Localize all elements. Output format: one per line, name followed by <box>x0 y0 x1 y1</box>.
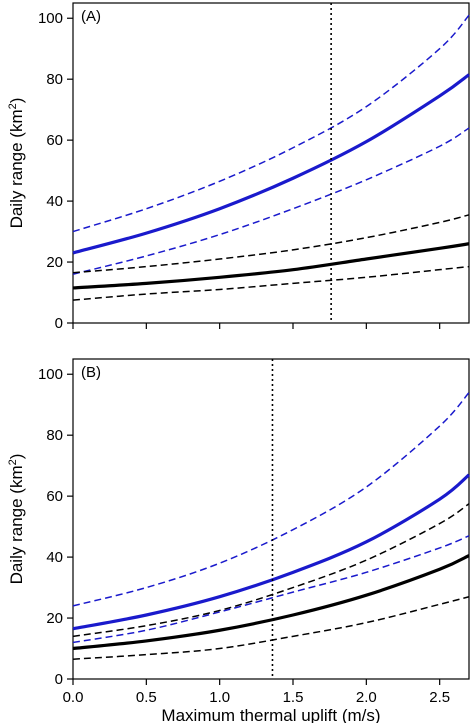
panel-b-series-ci-line <box>72 535 470 644</box>
panel-a-y-tick-label: 80 <box>46 71 63 88</box>
panel-b-series-fit-line <box>72 554 470 651</box>
panel-b-y-tick-label: 0 <box>55 671 63 688</box>
panel-b-y-tick-label: 60 <box>46 488 63 505</box>
panel-a-y-tick-label: 60 <box>46 132 63 149</box>
panel-b: (B) Daily range (km2) 0 20 40 60 80 100 0.0 0.5… <box>7 358 471 723</box>
panel-b-x-tick-label: 2.0 <box>356 689 377 706</box>
panel-a-series-ci-line <box>72 127 470 275</box>
panel-b-x-tick-label: 0.0 <box>63 689 84 706</box>
panel-b-x-tick-label: 1.5 <box>283 689 304 706</box>
panel-a: (A) Daily range (km2) 0 20 40 60 80 100 <box>7 2 470 332</box>
panel-a-y-tick-label: 100 <box>38 10 63 27</box>
panel-a-series <box>72 14 470 301</box>
panel-b-plot-area <box>72 358 470 680</box>
panel-a-series-fit-line <box>72 73 470 255</box>
panel-b-series-ci-line <box>72 503 470 638</box>
panel-b-y-axis-label: Daily range (km2) <box>7 454 26 585</box>
panel-a-y-tick-label: 20 <box>46 254 63 271</box>
panel-b-y-tick-label: 20 <box>46 610 63 627</box>
panel-a-label: (A) <box>81 8 101 25</box>
panel-b-label: (B) <box>81 364 101 381</box>
panel-a-ticks: 0 20 40 60 80 100 <box>38 10 441 332</box>
panel-a-y-tick-label: 40 <box>46 193 63 210</box>
panel-b-y-tick-label: 80 <box>46 427 63 444</box>
panel-b-series <box>72 392 471 660</box>
panel-b-y-tick-label: 100 <box>38 366 63 383</box>
panel-b-series-ci-line <box>72 595 470 660</box>
panel-a-y-tick-label: 0 <box>55 315 63 332</box>
panel-b-x-tick-label: 0.5 <box>136 689 157 706</box>
panel-b-series-ci-line <box>72 392 470 607</box>
x-axis-label: Maximum thermal uplift (m/s) <box>161 706 380 723</box>
panel-a-series-ci-line <box>72 214 470 274</box>
panel-a-series-ci-line <box>72 14 470 233</box>
panel-b-series-fit-line <box>72 473 471 631</box>
panel-b-y-tick-label: 40 <box>46 549 63 566</box>
panel-b-x-tick-label: 2.5 <box>429 689 450 706</box>
panel-a-y-axis-label: Daily range (km2) <box>7 98 26 229</box>
panel-a-series-ci-line <box>72 265 470 301</box>
panel-a-plot-area <box>72 2 470 324</box>
panel-b-ticks: 0 20 40 60 80 100 0.0 0.5 1.0 1.5 2.0 2.5 <box>38 366 450 706</box>
panel-b-x-tick-label: 1.0 <box>209 689 230 706</box>
panel-a-series-fit-line <box>72 242 470 290</box>
